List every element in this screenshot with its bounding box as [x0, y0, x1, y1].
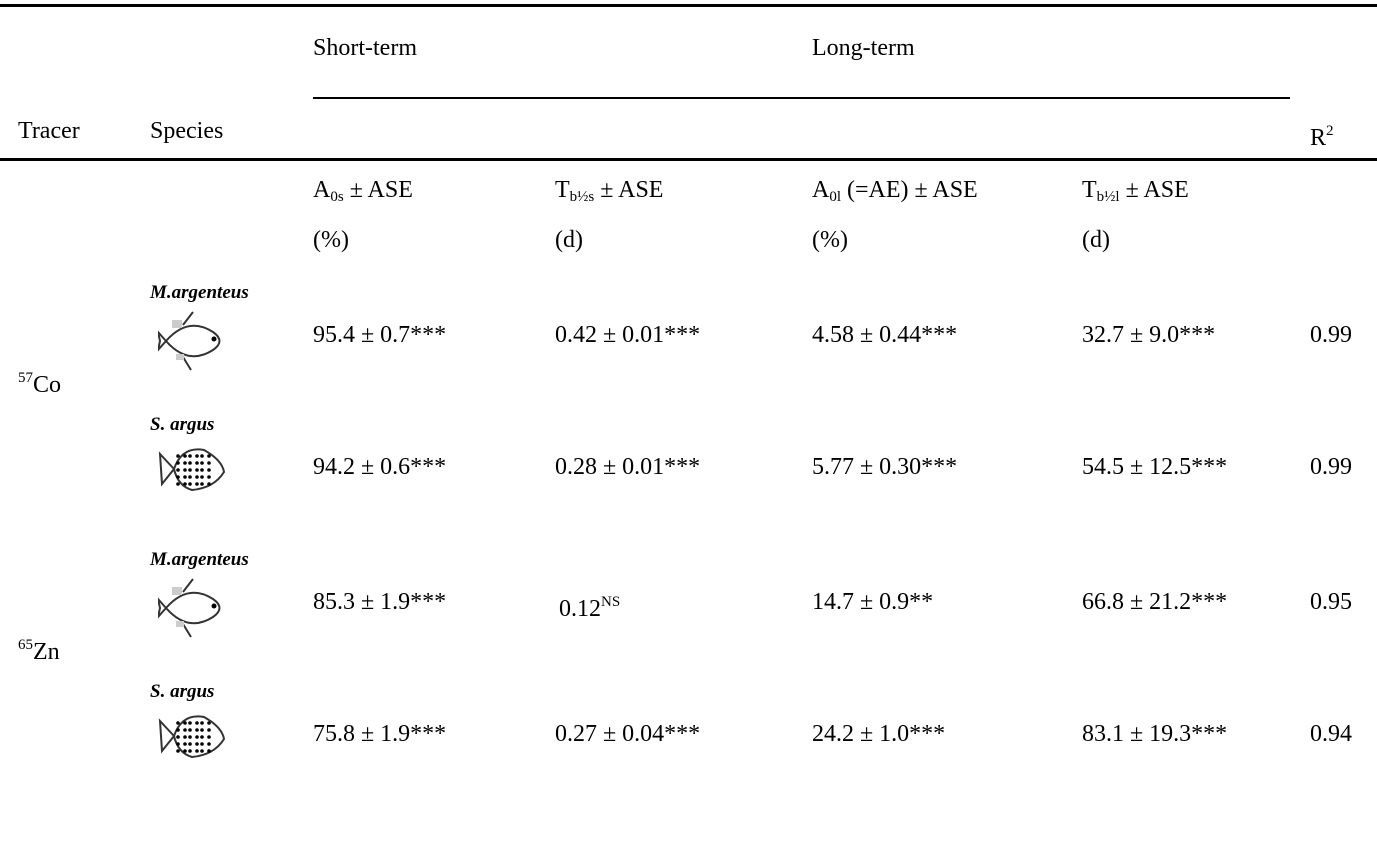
r2-sup: 2 [1326, 123, 1334, 139]
subscript: b½l [1096, 189, 1120, 205]
species-icon [156, 310, 228, 372]
tracer-base: Co [33, 372, 62, 398]
column-header: A0s ± ASE [313, 176, 413, 211]
column-header: A0l (=AE) ± ASE [812, 176, 978, 211]
value-sup: NS [601, 594, 621, 610]
fish-icon [156, 578, 221, 638]
column-unit: (%) [812, 227, 848, 253]
tracer-sup: 65 [18, 637, 33, 653]
value-cell: 95.4 ± 0.7*** [313, 322, 447, 348]
header-long-term: Long-term [812, 35, 915, 61]
value-cell: 14.7 ± 0.9** [812, 589, 934, 615]
value: 0.12 [559, 596, 601, 622]
top-rule [0, 4, 1377, 7]
r2-cell: 0.99 [1310, 454, 1352, 480]
fish-icon [156, 311, 221, 371]
symbol: T [555, 177, 570, 203]
symbol: A [812, 177, 830, 203]
value-cell: 66.8 ± 21.2*** [1082, 589, 1228, 615]
value-cell: 32.7 ± 9.0*** [1082, 322, 1216, 348]
value-cell: 4.58 ± 0.44*** [812, 322, 958, 348]
r2-cell: 0.99 [1310, 322, 1352, 348]
r2-cell: 0.94 [1310, 721, 1352, 747]
r2-cell: 0.95 [1310, 589, 1352, 615]
symbol-rest: ± ASE [594, 177, 664, 203]
species-name: S. argus [150, 681, 215, 702]
species-icon [158, 442, 228, 496]
value-cell: 0.42 ± 0.01*** [555, 322, 701, 348]
value-cell: 54.5 ± 12.5*** [1082, 454, 1228, 480]
symbol: A [313, 177, 331, 203]
group-rule [313, 97, 1290, 99]
symbol-rest: ± ASE [1119, 177, 1189, 203]
column-header: Tb½s ± ASE [555, 176, 663, 211]
value-cell: 85.3 ± 1.9*** [313, 589, 447, 615]
header-tracer: Tracer [18, 118, 80, 144]
symbol: T [1082, 177, 1097, 203]
tracer: 65Zn [18, 631, 60, 666]
species-icon [158, 709, 228, 763]
value-cell: 83.1 ± 19.3*** [1082, 721, 1228, 747]
subscript: 0s [330, 189, 344, 205]
header-r2: R2 [1310, 117, 1334, 152]
species-name: M.argenteus [150, 282, 249, 303]
column-unit: (%) [313, 227, 349, 253]
column-unit: (d) [555, 227, 583, 253]
value-cell: 94.2 ± 0.6*** [313, 454, 447, 480]
column-unit: (d) [1082, 227, 1110, 253]
value-cell: 75.8 ± 1.9*** [313, 721, 447, 747]
column-header: Tb½l ± ASE [1082, 176, 1189, 211]
symbol-rest: (=AE) ± ASE [841, 177, 978, 203]
fish-icon [158, 715, 226, 759]
value-cell: 0.27 ± 0.04*** [555, 721, 701, 747]
subscript: 0l [829, 189, 842, 205]
tracer: 57Co [18, 364, 61, 399]
species-name: M.argenteus [150, 549, 249, 570]
symbol-rest: ± ASE [343, 177, 413, 203]
value-cell: 5.77 ± 0.30*** [812, 454, 958, 480]
subscript: b½s [569, 189, 595, 205]
value-cell: 0.12NS [559, 588, 620, 623]
species-name: S. argus [150, 414, 215, 435]
species-icon [156, 577, 228, 639]
header-rule [0, 158, 1377, 161]
r2-base: R [1310, 125, 1327, 151]
header-species: Species [150, 118, 224, 144]
tracer-sup: 57 [18, 370, 33, 386]
header-short-term: Short-term [313, 35, 417, 61]
value-cell: 24.2 ± 1.0*** [812, 721, 946, 747]
tracer-base: Zn [33, 639, 60, 665]
fish-icon [158, 448, 226, 492]
value-cell: 0.28 ± 0.01*** [555, 454, 701, 480]
